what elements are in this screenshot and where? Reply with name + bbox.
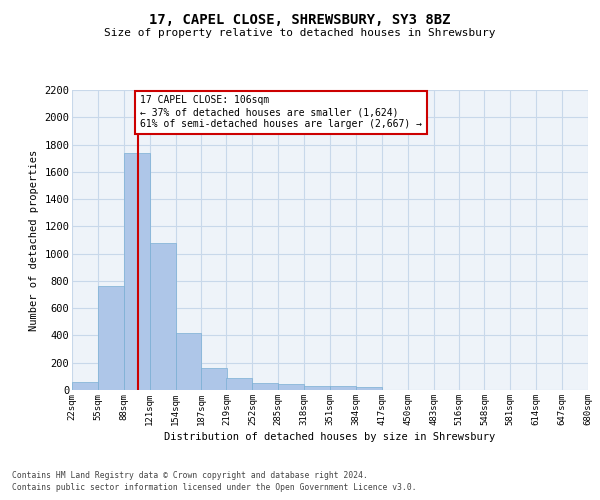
Bar [202,368,227,390]
Bar [330,386,356,390]
Text: Size of property relative to detached houses in Shrewsbury: Size of property relative to detached ho… [104,28,496,38]
Text: Distribution of detached houses by size in Shrewsbury: Distribution of detached houses by size … [164,432,496,442]
Bar [253,384,278,390]
Bar [98,286,124,390]
Bar [72,382,98,390]
Bar [278,384,304,390]
Text: 17, CAPEL CLOSE, SHREWSBURY, SY3 8BZ: 17, CAPEL CLOSE, SHREWSBURY, SY3 8BZ [149,12,451,26]
Bar [176,332,202,390]
Y-axis label: Number of detached properties: Number of detached properties [29,150,38,330]
Bar [124,152,149,390]
Bar [226,378,253,390]
Text: Contains HM Land Registry data © Crown copyright and database right 2024.: Contains HM Land Registry data © Crown c… [12,471,368,480]
Bar [356,388,382,390]
Bar [304,386,330,390]
Text: Contains public sector information licensed under the Open Government Licence v3: Contains public sector information licen… [12,484,416,492]
Bar [149,244,176,390]
Text: 17 CAPEL CLOSE: 106sqm
← 37% of detached houses are smaller (1,624)
61% of semi-: 17 CAPEL CLOSE: 106sqm ← 37% of detached… [140,96,422,128]
